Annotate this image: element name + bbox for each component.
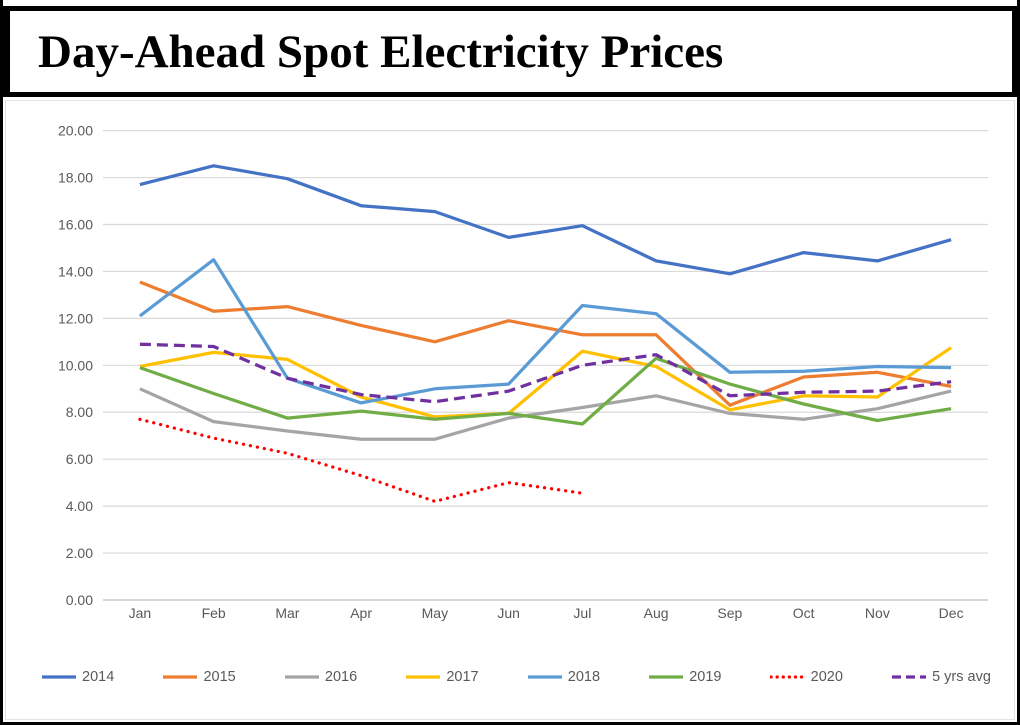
legend-swatch-icon — [284, 675, 319, 679]
legend-item-5-yrs-avg: 5 yrs avg — [891, 669, 991, 685]
legend-swatch-icon — [649, 675, 684, 679]
legend-item-2020: 2020 — [769, 669, 843, 685]
chart-title: Day-Ahead Spot Electricity Prices — [38, 25, 724, 78]
legend-swatch-icon — [769, 675, 806, 679]
legend-label: 5 yrs avg — [932, 669, 991, 685]
legend-swatch-icon — [892, 675, 927, 679]
legend-label: 2017 — [446, 669, 479, 685]
legend-label: 2019 — [689, 669, 722, 685]
legend-label: 2016 — [324, 669, 358, 685]
legend-swatch-icon — [527, 675, 562, 679]
legend-item-2019: 2019 — [648, 669, 721, 685]
legend-swatch-icon — [42, 675, 76, 679]
legend-item-2018: 2018 — [527, 669, 600, 685]
legend-item-2016: 2016 — [284, 669, 357, 685]
legend-label: 2014 — [82, 669, 115, 685]
chart-title-box: Day-Ahead Spot Electricity Prices — [3, 6, 1017, 97]
legend-swatch-icon — [406, 675, 441, 679]
legend-label: 2018 — [567, 669, 601, 685]
legend-item-2014: 2014 — [41, 669, 114, 685]
legend-swatch-icon — [163, 675, 198, 679]
chart-surface — [5, 100, 1015, 720]
legend-item-2017: 2017 — [405, 669, 479, 685]
legend-item-2015: 2015 — [162, 669, 236, 685]
legend-label: 2015 — [203, 669, 236, 685]
legend: 2014 2015 2016 2017 2018 2019 2020 5 yrs avg — [41, 666, 991, 688]
legend-label: 2020 — [810, 669, 843, 685]
